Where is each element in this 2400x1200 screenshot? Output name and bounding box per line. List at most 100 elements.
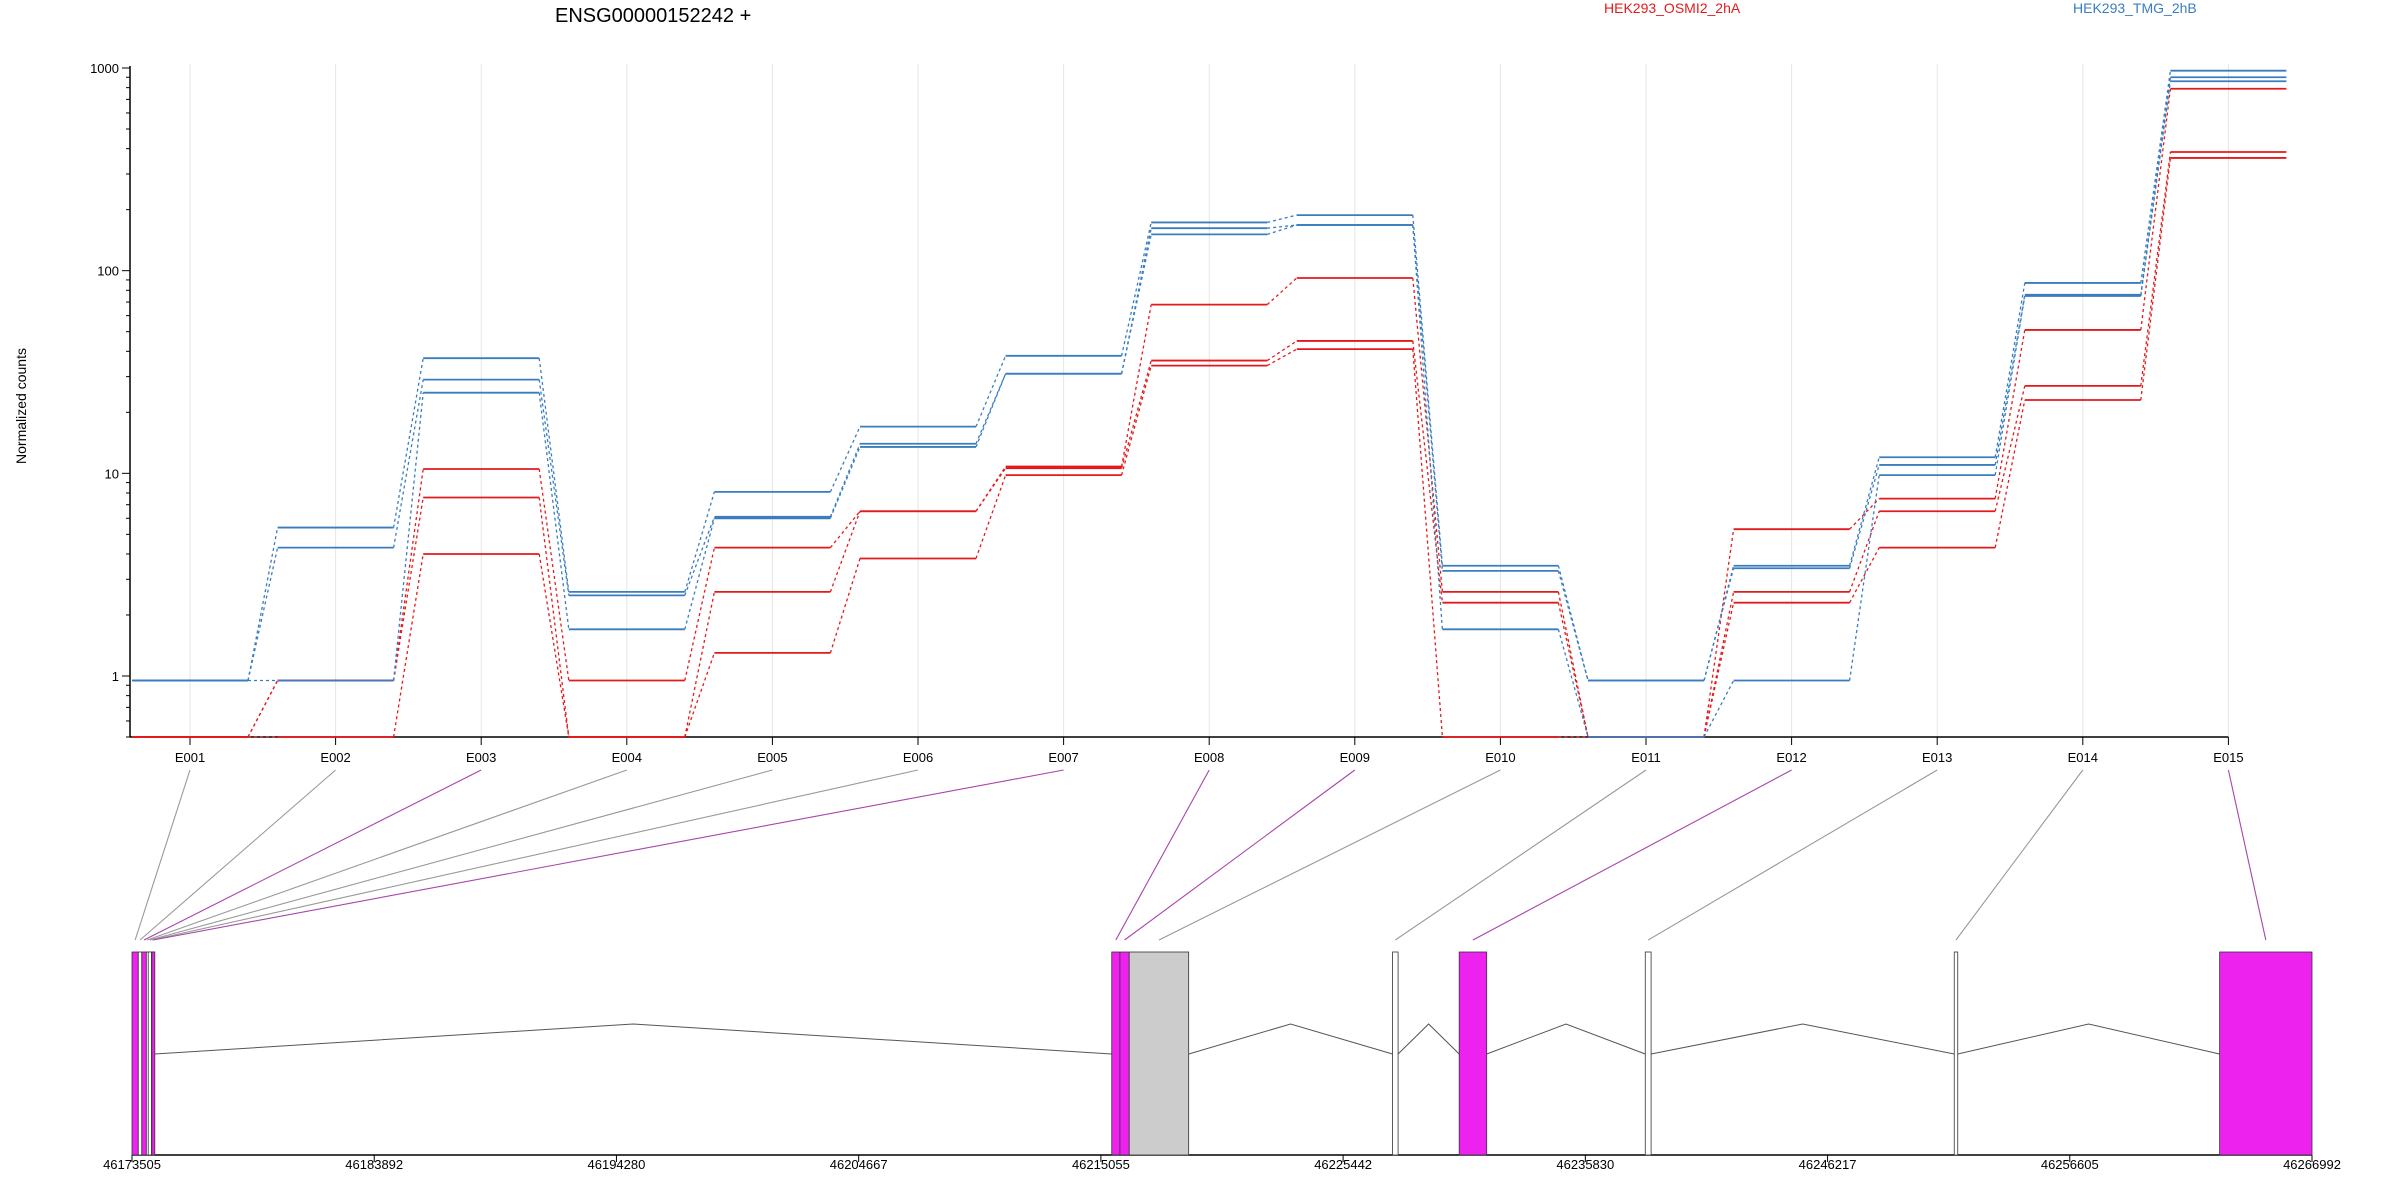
intron-line: [1486, 1023, 1646, 1055]
series-1-transition: [1849, 498, 1880, 530]
connector-e007: [153, 769, 1064, 941]
series-2-transition: [1848, 511, 1880, 593]
series-3-transition: [1849, 547, 1880, 603]
series-1-transition: [1703, 529, 1735, 738]
series-6-transition: [1267, 224, 1297, 236]
y-axis: 1 10 100 1000: [90, 61, 131, 738]
series-3-transition: [1994, 399, 2026, 548]
connector-e015: [2227, 769, 2267, 941]
series-2-transition: [538, 497, 570, 738]
connector-e013: [1647, 769, 1938, 941]
series-1-transition: [392, 468, 424, 681]
coordinate-label: 46173505: [103, 1157, 161, 1172]
exon-box-e009: [1119, 951, 1130, 1156]
exon-box-e012: [1458, 951, 1488, 1156]
series-6-transition: [829, 446, 861, 519]
y-tick-label: 100: [97, 264, 119, 279]
series-4-transition: [975, 355, 1007, 427]
x-tick-label-e011: E011: [1631, 750, 1660, 765]
exon-box-e015: [2219, 951, 2313, 1156]
series-2-transition: [392, 497, 424, 681]
y-axis-label: Normalized counts: [13, 348, 29, 464]
series-6-transition: [1120, 234, 1152, 374]
connector-e002: [139, 769, 336, 941]
series-5-transition: [1557, 570, 1589, 681]
series-1-transition: [829, 510, 861, 549]
exon-box-e014: [1953, 951, 1959, 1156]
series-5-transition: [247, 547, 279, 681]
exon-connector-lines: [134, 769, 2267, 941]
y-tick-label: 1000: [90, 61, 119, 76]
x-tick-label-e004: E004: [612, 750, 642, 765]
series-3-transition: [1412, 349, 1444, 738]
connector-e009: [1124, 769, 1356, 941]
series-5-transition: [392, 379, 424, 548]
series-6-transition: [2140, 81, 2172, 297]
exon-box-e003: [141, 951, 147, 1156]
series-3-transition: [684, 652, 716, 738]
intron-line: [1188, 1023, 1393, 1055]
legend-series-tmg: HEK293_TMG_2hB: [2073, 0, 2197, 16]
series-3-transition: [392, 553, 424, 738]
series-1-transition: [684, 547, 716, 681]
y-tick-label: 1: [112, 669, 119, 684]
series-5-transition: [1994, 294, 2026, 466]
series-3-transition: [975, 474, 1007, 559]
series-4-transition: [247, 527, 279, 681]
connector-e008: [1115, 769, 1210, 941]
coordinate-label: 46183892: [345, 1157, 403, 1172]
coordinate-label: 46215055: [1072, 1157, 1130, 1172]
series-1-transition: [1266, 277, 1298, 306]
series-2-transition: [829, 511, 861, 593]
exon-box-e008: [1111, 951, 1121, 1156]
x-tick-label-e007: E007: [1048, 750, 1078, 765]
x-tick-label-e012: E012: [1776, 750, 1806, 765]
series-5-transition: [1703, 568, 1735, 681]
x-tick-label-e001: E001: [175, 750, 205, 765]
series-3-transition: [1266, 348, 1298, 367]
series-1-transition: [1557, 591, 1589, 738]
x-tick-label-e013: E013: [1922, 750, 1952, 765]
coordinate-label: 46235830: [1556, 1157, 1614, 1172]
gene-model: 46173505 46183892 46194280 46204667 46215055…: [103, 951, 2341, 1172]
series-1-transition: [538, 468, 570, 681]
y-tick-label: 10: [105, 466, 119, 481]
x-tick-label-e014: E014: [2068, 750, 2098, 765]
coordinate-label: 46204667: [830, 1157, 888, 1172]
series-4-transition: [1120, 222, 1152, 356]
series-1-transition: [2140, 88, 2172, 331]
series-6-transition: [1848, 475, 1880, 681]
series-6-transition: [1557, 629, 1589, 738]
coordinate-label: 46266992: [2283, 1157, 2341, 1172]
exon-box-e013: [1644, 951, 1652, 1156]
series-line-5: [132, 76, 2287, 682]
connector-e014: [1955, 769, 2084, 941]
coordinate-label: 46256605: [2041, 1157, 2099, 1172]
x-tick-label-e008: E008: [1194, 750, 1224, 765]
series-2-transition: [684, 591, 716, 738]
series-4-transition: [1557, 565, 1589, 681]
chart-title: ENSG00000152242 +: [555, 5, 751, 27]
series-4-transition: [684, 491, 716, 593]
exon-box-e010: [1128, 951, 1190, 1156]
series-2-transition: [247, 680, 279, 738]
series-2-transition: [1557, 602, 1589, 738]
exon-box-e005: [147, 951, 152, 1156]
series-4-transition: [829, 426, 861, 493]
series-2-transition: [1120, 360, 1152, 469]
series-3-transition: [1703, 602, 1735, 738]
intron-line: [154, 1023, 1112, 1055]
connector-e005: [149, 769, 773, 941]
series-2-transition: [975, 467, 1007, 512]
x-tick-label-e015: E015: [2213, 750, 2243, 765]
x-tick-label-e006: E006: [903, 750, 933, 765]
exon-box-e007: [151, 951, 156, 1156]
x-tick-label-e009: E009: [1340, 750, 1370, 765]
vertical-gridlines: [189, 64, 2229, 737]
series-5-transition: [829, 443, 861, 518]
series-3-transition: [538, 553, 570, 738]
series-6-transition: [975, 373, 1007, 448]
series-6-transition: [538, 392, 570, 630]
series-1-transition: [1994, 329, 2026, 499]
